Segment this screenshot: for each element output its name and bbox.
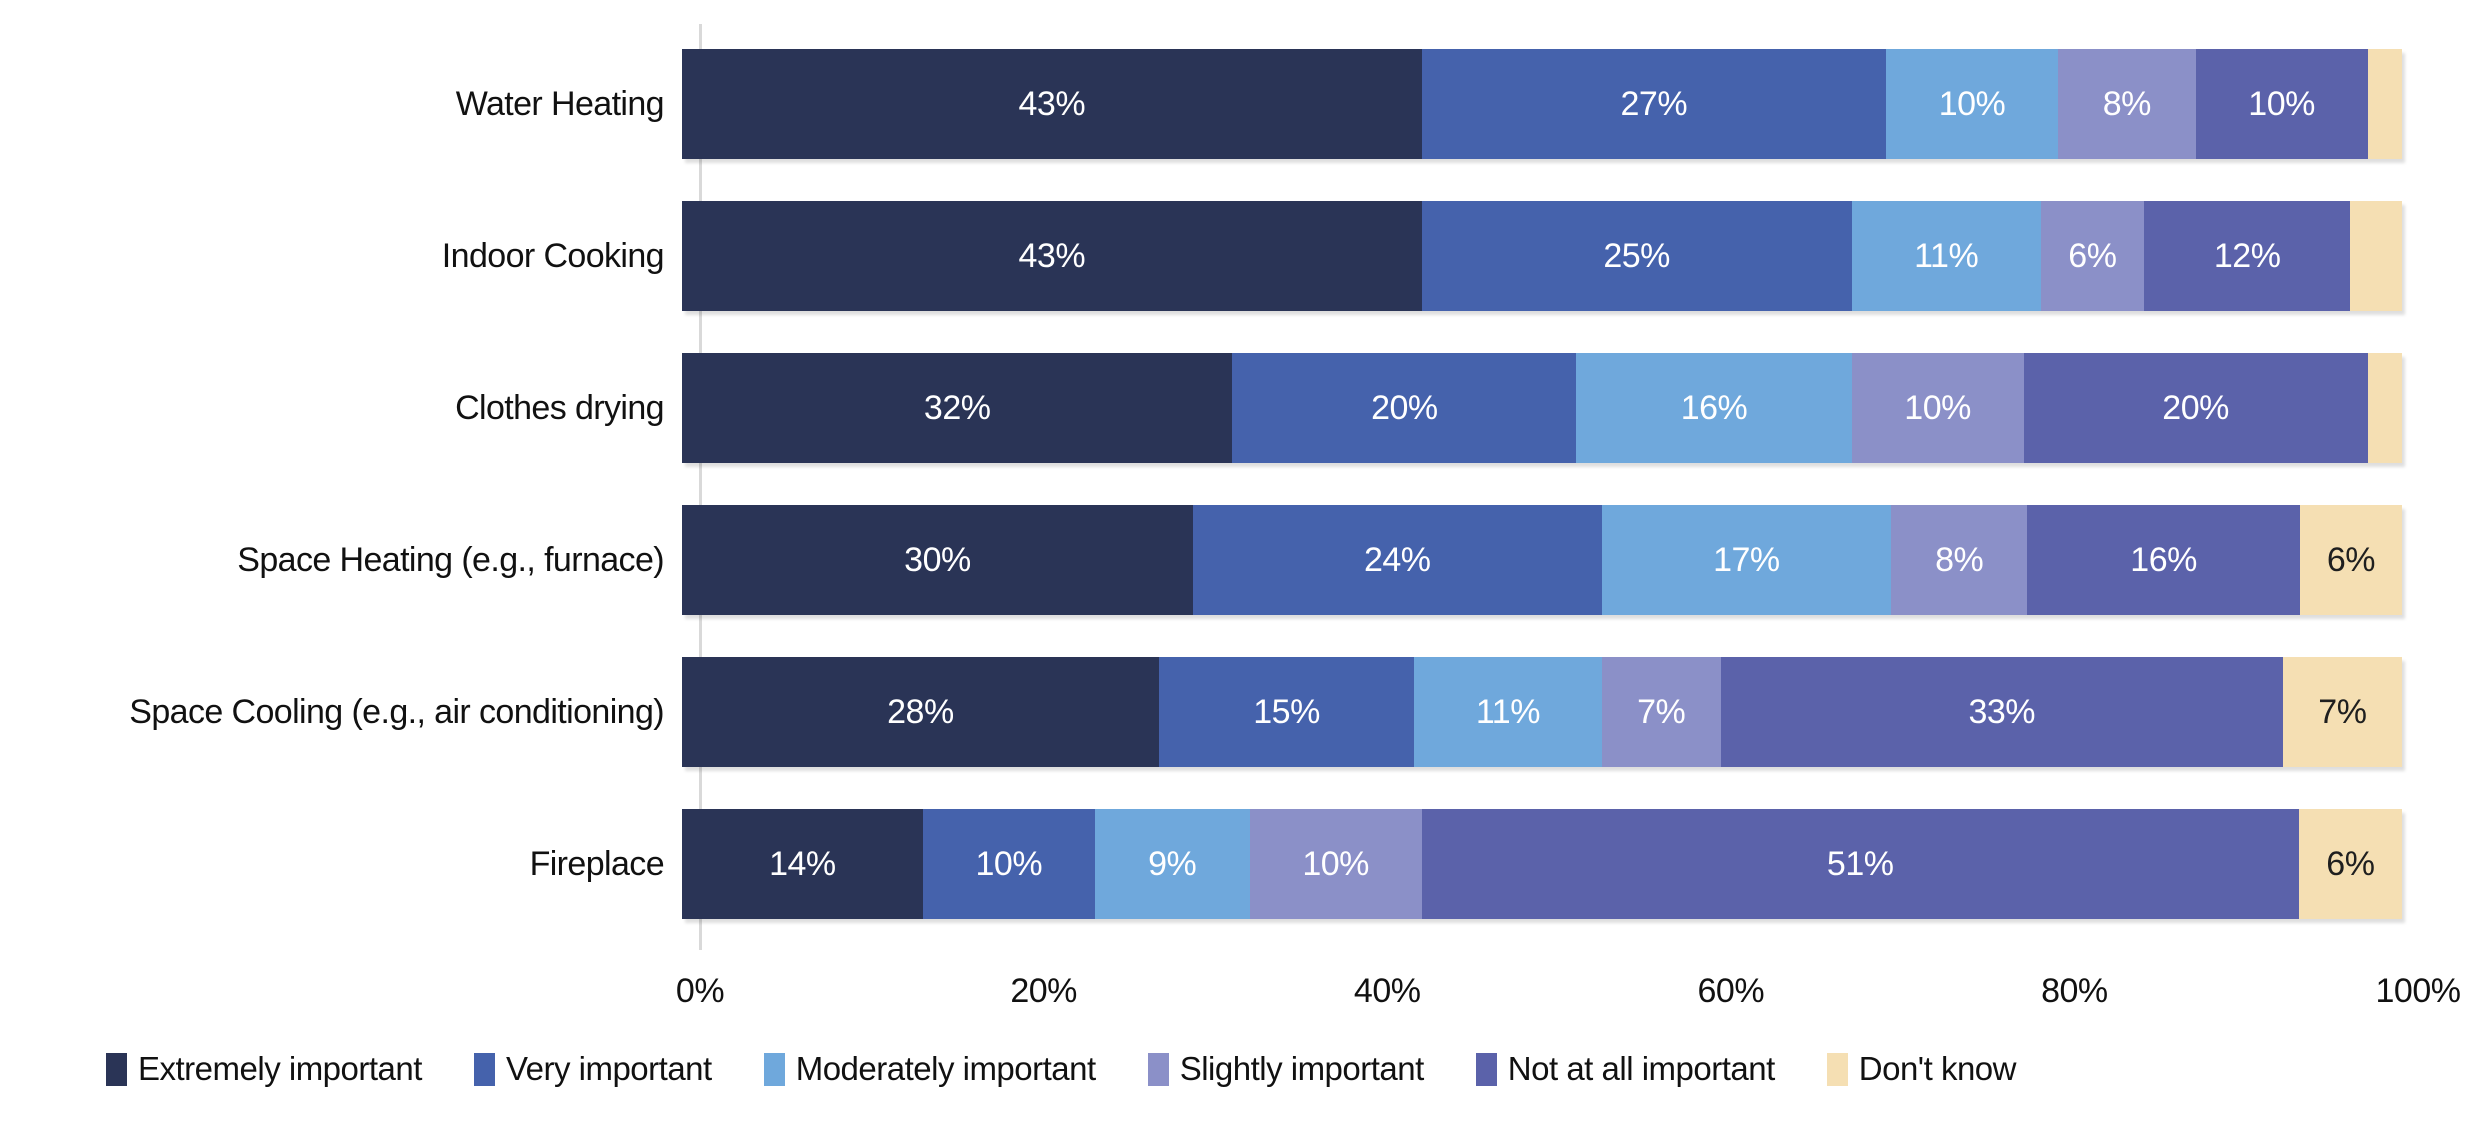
bar-segment: 7%: [2282, 657, 2402, 767]
x-axis-tick-label: 0%: [675, 972, 725, 1010]
category-label: Fireplace: [529, 844, 665, 883]
x-axis-tick-label: 20%: [1010, 972, 1077, 1010]
bar-segment: 10%: [1249, 809, 1422, 919]
legend-item: Extremely important: [106, 1050, 422, 1088]
bar-segment: 33%: [1720, 657, 2283, 767]
bar-segment: 8%: [1891, 505, 2028, 615]
bar-segment: 51%: [1421, 809, 2299, 919]
bar-segment: 6%: [2298, 809, 2402, 919]
bar-segment: 43%: [682, 201, 1422, 311]
chart-row: Space Cooling (e.g., air conditioning) 28…: [0, 636, 2490, 788]
bar-segment: 24%: [1192, 505, 1602, 615]
stacked-bar: 28% 15% 11% 7% 33% 7%: [682, 657, 2402, 767]
legend-label: Very important: [505, 1050, 712, 1087]
bar-segment: 28%: [682, 657, 1159, 767]
category-label: Space Heating (e.g., furnace): [237, 540, 664, 579]
legend-swatch: [1147, 1052, 1169, 1086]
legend-swatch: [1475, 1052, 1497, 1086]
y-axis-line: [699, 24, 702, 950]
stacked-bar: 32% 20% 16% 10% 20%: [682, 353, 2402, 463]
bar-area: 43% 25% 11% 6% 12%: [682, 180, 2402, 332]
bar-segment: 10%: [1851, 353, 2024, 463]
bar-segment: 15%: [1158, 657, 1415, 767]
chart-row: Clothes drying 32% 20% 16% 10% 20%: [0, 332, 2490, 484]
x-axis-tick-label: 80%: [2041, 972, 2108, 1010]
legend-label: Slightly important: [1179, 1050, 1425, 1087]
stacked-bar: 43% 25% 11% 6% 12%: [682, 201, 2402, 311]
chart-row: Fireplace 14% 10% 9% 10% 51% 6%: [0, 788, 2490, 940]
x-axis-tick-label: 60%: [1697, 972, 1765, 1010]
bar-segment: [2367, 49, 2402, 159]
stacked-bar: 14% 10% 9% 10% 51% 6%: [682, 809, 2402, 919]
bar-segment: [2367, 353, 2402, 463]
bar-segment: 30%: [682, 505, 1193, 615]
bar-area: 14% 10% 9% 10% 51% 6%: [682, 788, 2402, 940]
legend-swatch: [763, 1052, 785, 1086]
legend-item: Moderately important: [763, 1050, 1096, 1088]
bar-segment: 10%: [1885, 49, 2058, 159]
bar-segment: 10%: [922, 809, 1095, 919]
legend-item: Don't know: [1826, 1050, 2017, 1088]
bar-segment: 25%: [1421, 201, 1852, 311]
bar-segment: 6%: [2040, 201, 2144, 311]
bar-area: 28% 15% 11% 7% 33% 7%: [682, 636, 2402, 788]
bar-area: 43% 27% 10% 8% 10%: [682, 28, 2402, 180]
x-axis-tick-label: 100%: [2375, 972, 2461, 1010]
category-label: Water Heating: [455, 84, 665, 123]
bar-segment: 7%: [1601, 657, 1721, 767]
bar-segment: 16%: [1576, 353, 1852, 463]
category-label: Space Cooling (e.g., air conditioning): [129, 692, 664, 731]
x-axis: 0% 20% 40% 60% 80% 100%: [676, 972, 2461, 1016]
bar-segment: 20%: [1232, 353, 1577, 463]
bar-segment: 10%: [2195, 49, 2368, 159]
bar-segment: 11%: [1851, 201, 2041, 311]
legend-item: Very important: [473, 1050, 712, 1088]
legend-swatch: [1826, 1052, 1848, 1086]
legend: Extremely important Very important Moderat…: [106, 1050, 2016, 1088]
x-axis-tick-label: 40%: [1353, 972, 1421, 1010]
bar-segment: 14%: [682, 809, 923, 919]
chart-rows: Water Heating 43% 27% 10% 8% 10% Indoor Cookin…: [0, 28, 2490, 940]
bar-segment: 20%: [2023, 353, 2368, 463]
category-label: Indoor Cooking: [441, 236, 665, 275]
legend-swatch: [106, 1052, 127, 1086]
bar-segment: [2350, 201, 2402, 311]
bar-segment: 43%: [682, 49, 1422, 159]
legend-label: Don't know: [1858, 1050, 2017, 1087]
bar-segment: 17%: [1601, 505, 1892, 615]
chart-row: Indoor Cooking 43% 25% 11% 6% 12%: [0, 180, 2490, 332]
bar-segment: 6%: [2299, 505, 2402, 615]
bar-area: 32% 20% 16% 10% 20%: [682, 332, 2402, 484]
legend-label: Not at all important: [1507, 1050, 1775, 1087]
legend-item: Not at all important: [1475, 1050, 1775, 1088]
bar-segment: 9%: [1094, 809, 1250, 919]
chart-row: Space Heating (e.g., furnace) 30% 24% 17% 8%…: [0, 484, 2490, 636]
legend-label: Extremely important: [138, 1050, 422, 1087]
legend-label: Moderately important: [795, 1050, 1096, 1087]
bar-segment: 11%: [1414, 657, 1602, 767]
stacked-bar: 43% 27% 10% 8% 10%: [682, 49, 2402, 159]
bar-segment: 27%: [1421, 49, 1886, 159]
chart-row: Water Heating 43% 27% 10% 8% 10%: [0, 28, 2490, 180]
bar-segment: 12%: [2143, 201, 2351, 311]
bar-area: 30% 24% 17% 8% 16% 6%: [682, 484, 2402, 636]
category-label: Clothes drying: [455, 388, 665, 427]
bar-segment: 8%: [2057, 49, 2196, 159]
bar-segment: 32%: [682, 353, 1233, 463]
legend-swatch: [473, 1052, 495, 1086]
bar-segment: 16%: [2027, 505, 2300, 615]
stacked-bar: 30% 24% 17% 8% 16% 6%: [682, 505, 2402, 615]
legend-item: Slightly important: [1147, 1050, 1425, 1088]
